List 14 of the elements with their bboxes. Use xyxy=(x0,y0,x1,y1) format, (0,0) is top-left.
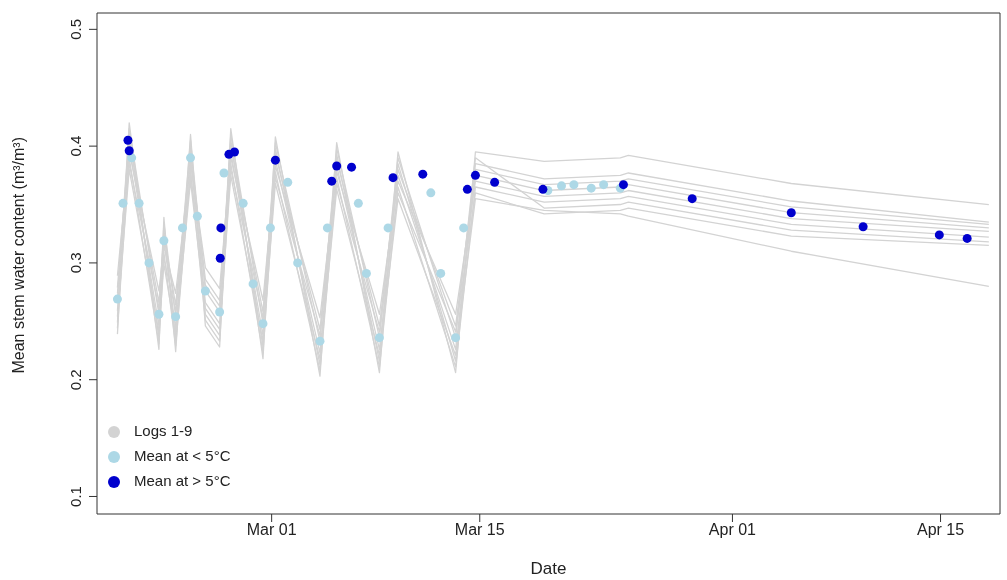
legend-label: Mean at < 5°C xyxy=(134,447,231,464)
y-tick-label: 0.2 xyxy=(67,369,84,391)
x-axis-title: Date xyxy=(530,559,567,578)
legend-label: Mean at > 5°C xyxy=(134,472,231,489)
legend-label: Logs 1-9 xyxy=(134,422,193,439)
x-tick-label: Apr 01 xyxy=(708,521,757,539)
y-axis-title: Mean stem water content (m³/m³) xyxy=(9,137,27,374)
x-tick-label: Mar 01 xyxy=(246,521,297,539)
y-tick-label: 0.3 xyxy=(67,252,84,274)
x-tick-label: Mar 15 xyxy=(454,521,505,539)
x-tick-label: Apr 15 xyxy=(916,521,965,539)
y-tick-label: 0.5 xyxy=(67,18,84,40)
y-tick-label: 0.4 xyxy=(67,135,84,157)
y-tick-label: 0.1 xyxy=(67,486,84,507)
